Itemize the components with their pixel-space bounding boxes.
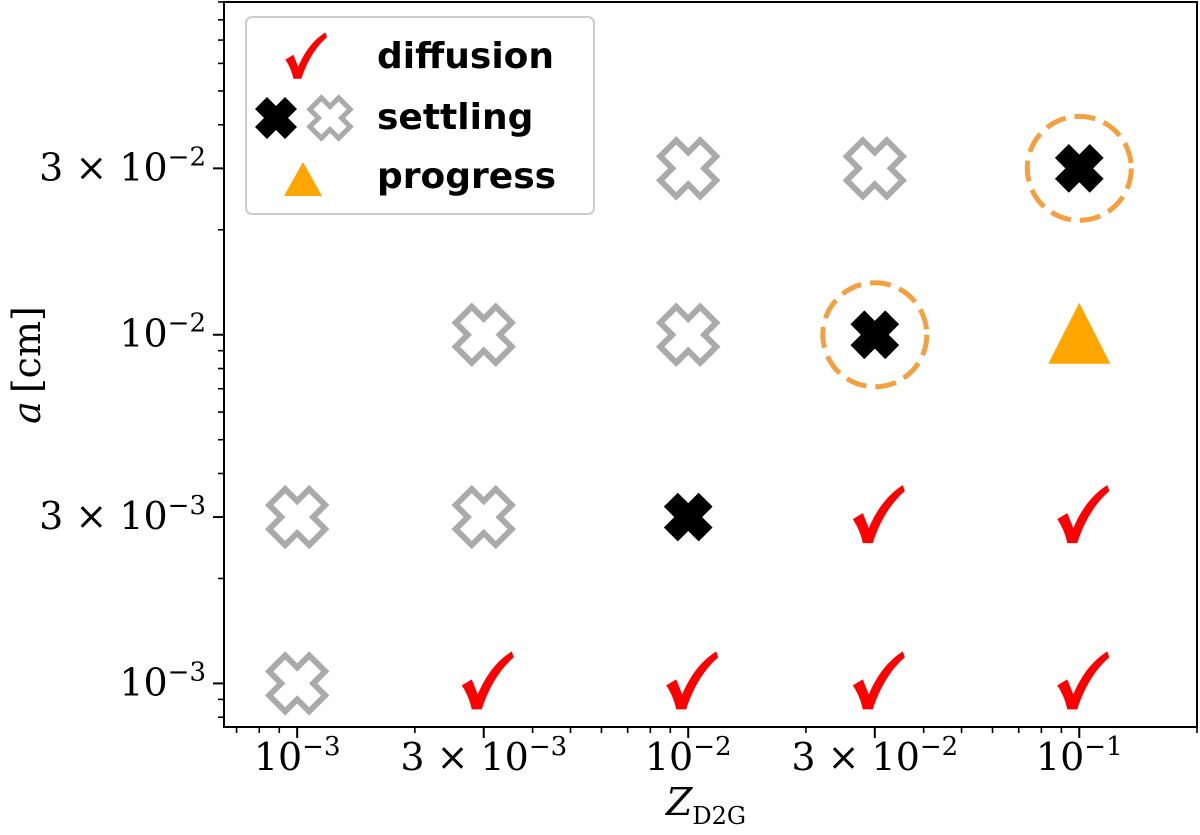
x-axis-label: ZD2G [665,780,746,830]
legend-triangle-icon [284,162,322,196]
highlight-dashed-circle [1024,113,1134,223]
settling-hollow-marker [269,489,325,545]
settling-filled-marker [663,492,713,542]
y-tick-label: 10−2 [119,309,206,356]
diffusion-check-marker [461,651,514,710]
diffusion-check-marker [1057,651,1110,710]
data-markers [269,113,1134,711]
x-tick-label: 10−2 [645,732,732,779]
legend-label-settling: settling [377,97,533,138]
settling-hollow-marker [456,489,512,545]
settling-hollow-marker [269,655,325,711]
x-tick-label: 3 × 10−3 [400,732,567,779]
settling-hollow-marker [660,307,716,363]
legend: diffusion settling progress [245,16,595,215]
diffusion-check-marker [852,485,905,544]
y-axis-label: a[cm] [5,306,49,424]
legend-frame [245,16,595,215]
settling-filled-marker [850,310,900,360]
x-axis-ticks: 10−3 3 × 10−3 10−2 3 × 10−2 10−1 [235,727,1198,779]
x-tick-label: 10−1 [1036,732,1123,779]
settling-hollow-marker [456,307,512,363]
settling-hollow-marker [660,140,716,196]
x-tick-label: 10−3 [254,732,341,779]
progress-triangle-marker [1048,302,1111,364]
legend-markers [255,32,350,196]
x-tick-label: 3 × 10−2 [791,732,958,779]
plot-frame [223,1,1198,728]
plot-area [223,1,1198,728]
settling-hollow-marker [847,140,903,196]
diffusion-check-marker [852,651,905,710]
y-tick-label: 3 × 10−3 [39,491,206,538]
highlight-dashed-circle [820,280,930,390]
diffusion-check-marker [1057,485,1110,544]
legend-label-progress: progress [377,156,556,197]
y-axis-ticks: 10−3 3 × 10−3 10−2 3 × 10−2 [39,1,224,719]
diffusion-check-marker [666,651,719,710]
y-tick-label: 3 × 10−2 [39,142,206,189]
settling-filled-marker [1054,144,1104,193]
y-tick-label: 10−3 [119,657,206,704]
legend-label-diffusion: diffusion [377,36,554,77]
